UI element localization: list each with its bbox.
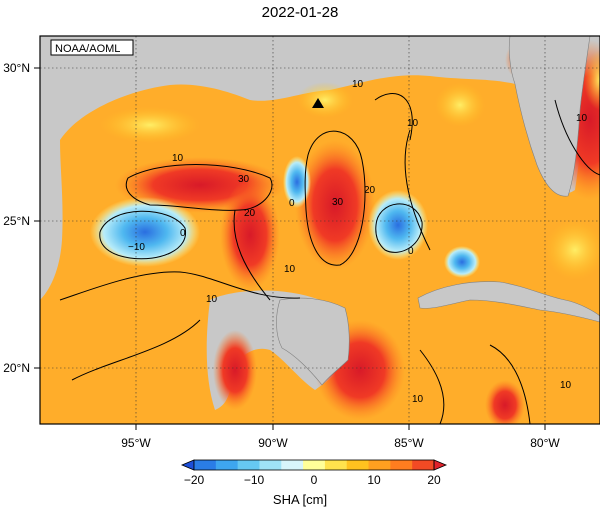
colorbar-swatch [194,460,217,470]
contour-label: 10 [412,394,424,405]
station-marker [312,98,324,108]
contour-label: 0 [289,198,295,209]
contour-label: 20 [244,208,256,219]
graticule [40,36,600,424]
contour-label: 10 [560,380,572,391]
lat-tick-label: 20°N [3,361,30,375]
credit-box [50,39,134,56]
lon-tick-label: 85°W [394,436,424,450]
lat-tick-label: 30°N [3,61,30,75]
colorbar-tick-label: 10 [367,473,381,487]
colorbar-tick-label: 20 [427,473,441,487]
lon-tick-label: 90°W [258,436,288,450]
colorbar-tick-label: −10 [244,473,265,487]
contour-label: 10 [576,113,588,124]
contour-label: 10 [206,294,218,305]
contour-label: 30 [238,174,250,185]
lon-tick-label: 95°W [121,436,151,450]
plot-frame [39,35,600,425]
colorbar-tick-label: −20 [184,473,205,487]
contour-label: 0 [408,246,414,257]
contour-label: 10 [172,153,184,164]
map-plot-area: 10 10 10 10 10 10 10 10 20 20 30 30 0 0 … [40,36,600,424]
contour-label: −10 [128,242,145,253]
contour-label: 30 [332,197,344,208]
lat-tick-label: 25°N [3,214,30,228]
contour-label: 20 [364,185,376,196]
map-title: 2022-01-28 [261,4,339,21]
colorbar-swatch [303,460,326,470]
colorbar-swatch [215,460,239,470]
colorbar-swatch [237,460,260,470]
contour-label: 10 [352,79,364,90]
colorbar-swatch [281,460,304,470]
colorbar-swatch [390,460,413,470]
cuba-land [417,281,600,323]
lon-tick-label: 80°W [530,436,560,450]
colorbar-tick-label: 0 [311,473,318,487]
colorbar [180,459,448,471]
contour-label: 10 [407,118,419,129]
yucatan-land [276,297,350,386]
colorbar-min-arrow [180,459,195,471]
colorbar-swatch [324,460,348,470]
colorbar-frame [193,459,435,471]
credit-text: NOAA/AOML [55,43,120,55]
colorbar-swatch [259,460,282,470]
colorbar-swatch [368,460,391,470]
contour-label: 0 [180,228,186,239]
colorbar-swatch [412,460,435,470]
colorbar-swatch [346,460,370,470]
contour-label-group: 10 10 10 10 10 10 10 10 20 20 30 30 0 0 … [128,79,588,405]
colorbar-tick-labels: −20 −10 0 10 20 [184,473,441,487]
contour-label: 10 [284,264,296,275]
colorbar-unit-label: SHA [cm] [272,492,328,507]
tick-marks [34,67,546,430]
colorbar-max-arrow [433,459,448,471]
sha-contours [59,93,600,424]
